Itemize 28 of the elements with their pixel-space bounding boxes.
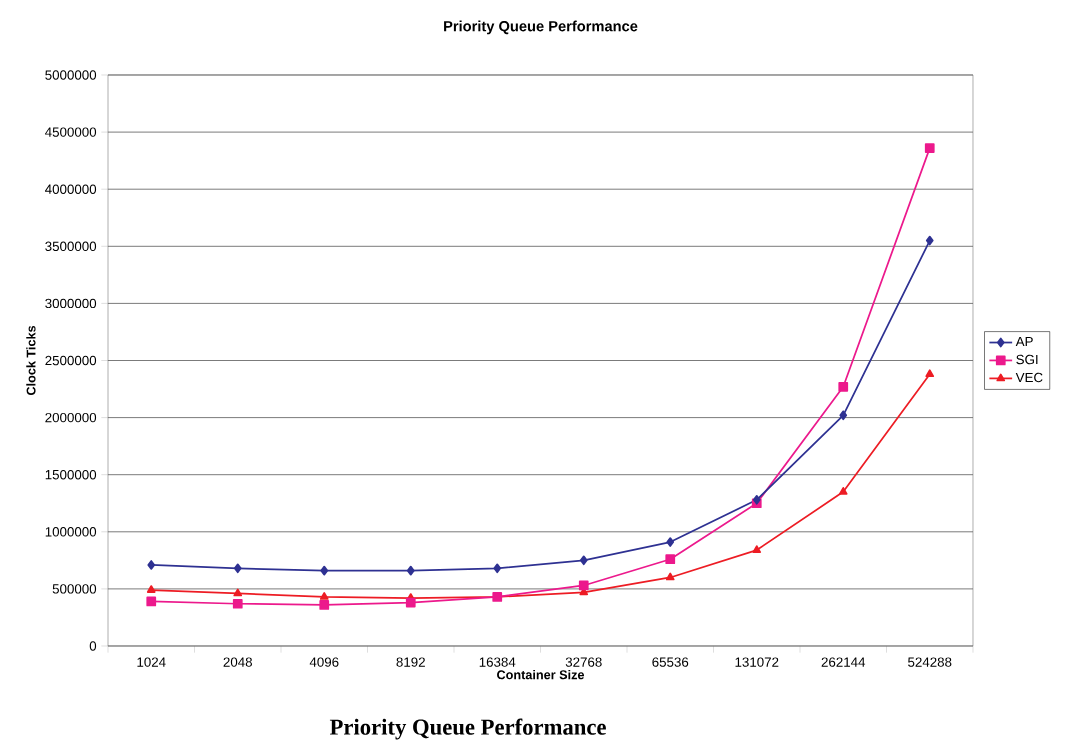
y-tick-label: 3000000 <box>45 298 97 309</box>
x-tick-label: 262144 <box>821 657 866 667</box>
y-tick-label: 2000000 <box>45 412 97 423</box>
y-tick-label: 1000000 <box>45 527 97 537</box>
y-tick-label: 4500000 <box>45 127 97 137</box>
legend-label: VEC <box>1015 372 1043 383</box>
y-tick-label: 2500000 <box>45 355 97 366</box>
x-tick-label: 32768 <box>565 657 602 667</box>
text: Priority Queue Performance <box>329 718 606 740</box>
y-tick-label: 500000 <box>52 584 97 594</box>
legend-label: SGI <box>1016 354 1038 365</box>
x-tick-label: 65536 <box>652 657 689 667</box>
x-tick-label: 131072 <box>735 657 779 667</box>
y-tick-label: 1500000 <box>45 469 97 480</box>
y-axis-title: Clock Ticks <box>26 325 36 396</box>
chart-title: Priority Queue Performance <box>444 20 638 35</box>
y-tick-label: 5000000 <box>45 70 97 80</box>
y-tick-label: 0 <box>89 641 97 651</box>
x-tick-label: 524288 <box>908 657 952 667</box>
y-tick-label: 4000000 <box>45 184 97 194</box>
x-tick-label: 2048 <box>223 657 252 667</box>
y-tick-label: 3500000 <box>45 241 97 252</box>
x-axis-title: Container Size <box>497 669 585 680</box>
x-tick-label: 4096 <box>309 657 339 667</box>
x-tick-label: 8192 <box>396 657 425 667</box>
x-tick-label: 1024 <box>137 657 166 667</box>
x-tick-label: 16384 <box>479 657 516 667</box>
legend-label: AP <box>1015 336 1033 347</box>
